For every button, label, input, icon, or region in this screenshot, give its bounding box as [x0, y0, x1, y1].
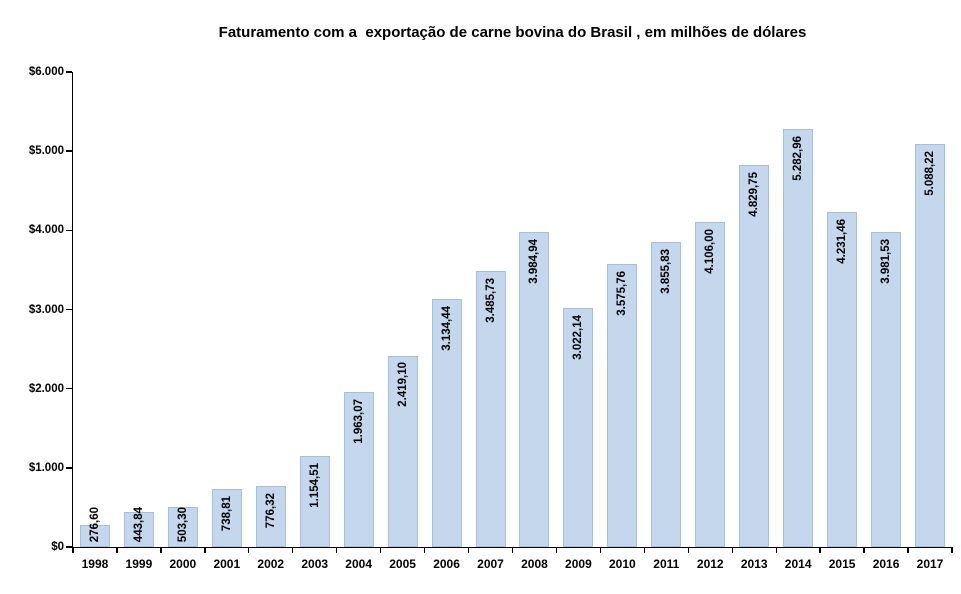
x-tick-label-2010: 2010	[609, 557, 636, 571]
bar-2010	[607, 263, 638, 547]
x-tick-label-1999: 1999	[125, 557, 153, 571]
x-tick-label-2005: 2005	[389, 557, 416, 571]
y-tick-label: $2.000	[28, 382, 64, 395]
x-tick-label-1998: 1998	[81, 557, 109, 571]
y-axis-tick	[66, 308, 72, 311]
bar-1999	[123, 511, 154, 547]
x-axis-tick	[248, 547, 250, 553]
x-axis-tick	[599, 547, 602, 553]
y-tick-label: $5.000	[28, 145, 64, 158]
bar-2017	[915, 144, 946, 547]
bar-value-label: 3.022,14	[572, 314, 585, 360]
y-tick-label: $0	[51, 541, 64, 553]
x-tick-label-2013: 2013	[740, 557, 768, 571]
x-tick-label-2001: 2001	[213, 557, 241, 571]
x-tick-label-2002: 2002	[257, 557, 285, 571]
x-tick-label-2014: 2014	[784, 557, 812, 571]
x-axis-tick	[511, 547, 514, 553]
x-axis-tick	[423, 547, 426, 553]
x-tick-label-2000: 2000	[169, 557, 197, 571]
x-axis-tick	[687, 547, 689, 553]
bar-value-label: 2.419,10	[396, 362, 409, 408]
x-axis-tick	[555, 547, 558, 553]
bar-value-label: 1.154,51	[308, 462, 321, 508]
bar-2005	[387, 355, 418, 547]
bar-value-label: 776,32	[264, 492, 277, 528]
x-axis-tick	[643, 547, 646, 553]
bar-2003	[299, 455, 330, 547]
bar-2015	[827, 212, 858, 547]
y-axis-tick	[66, 467, 72, 469]
y-tick-label: $1.000	[28, 461, 64, 474]
bar-1998	[79, 525, 110, 547]
y-axis-line	[72, 72, 74, 547]
bar-2014	[783, 128, 814, 547]
x-tick-label-2003: 2003	[301, 557, 329, 571]
bar-2002	[255, 485, 286, 547]
x-axis-tick	[160, 547, 162, 553]
x-axis-tick	[775, 547, 777, 553]
x-tick-label-2008: 2008	[521, 557, 548, 571]
x-axis-tick	[951, 547, 953, 553]
bar-value-label: 4.106,00	[704, 228, 717, 274]
bar-value-label: 4.829,75	[748, 171, 761, 217]
y-tick-label: $6.000	[28, 66, 64, 78]
bar-value-label: 276,60	[88, 507, 101, 543]
bar-value-label: 3.485,73	[484, 278, 497, 323]
bar-2007	[475, 271, 506, 547]
bar-2006	[431, 298, 462, 547]
x-tick-label-2006: 2006	[433, 557, 460, 571]
x-axis-tick	[292, 547, 294, 553]
bar-2004	[343, 391, 374, 547]
x-axis-tick	[204, 547, 206, 553]
x-axis-tick	[379, 547, 382, 553]
x-axis-tick	[863, 547, 865, 553]
x-tick-label-2017: 2017	[916, 557, 944, 571]
y-axis-tick	[66, 71, 72, 73]
plot-area: $0 $1.000 $2.000 $3.000 $4.000 $5.000 $6.000 27…	[29, 66, 953, 571]
bar-2016	[871, 231, 902, 547]
y-axis-tick	[66, 150, 72, 152]
x-axis-tick	[116, 547, 118, 553]
bar-value-label: 3.855,83	[660, 248, 673, 294]
bar-value-label: 3.984,94	[528, 238, 541, 284]
bar-2013	[739, 164, 770, 547]
bar-value-label: 4.231,46	[836, 219, 849, 264]
y-axis-tick	[66, 387, 72, 390]
bar-value-label: 3.981,53	[880, 238, 893, 284]
bar-2009	[563, 307, 594, 547]
x-axis-tick	[731, 547, 733, 553]
bar-value-label: 3.134,44	[440, 305, 453, 351]
bar-2011	[651, 241, 682, 547]
bar-2000	[167, 507, 198, 547]
bar-2008	[519, 231, 550, 547]
y-tick-label: $4.000	[28, 224, 64, 237]
bar-value-label: 5.088,22	[924, 151, 937, 196]
x-tick-label-2009: 2009	[565, 557, 592, 571]
x-axis-tick	[819, 547, 821, 553]
bar-value-label: 1.963,07	[352, 398, 365, 444]
x-tick-label-2011: 2011	[653, 557, 680, 571]
chart-title: Faturamento com a exportação de carne bo…	[218, 24, 807, 41]
x-tick-label-2012: 2012	[696, 557, 724, 571]
x-tick-label-2015: 2015	[828, 557, 856, 571]
x-axis-tick	[336, 547, 338, 553]
bar-value-label: 3.575,76	[616, 270, 629, 316]
y-axis-tick	[66, 546, 72, 548]
y-tick-label: $3.000	[28, 303, 64, 316]
bar-2012	[695, 221, 726, 547]
x-tick-label-2007: 2007	[477, 557, 504, 571]
bar-value-label: 503,30	[176, 507, 189, 543]
bar-value-label: 443,84	[132, 507, 145, 543]
y-axis-tick	[66, 229, 72, 232]
bar-2001	[211, 488, 242, 547]
x-axis-tick	[907, 547, 909, 553]
x-axis-tick	[467, 547, 470, 553]
bar-value-label: 738,81	[220, 495, 233, 531]
bar-value-label: 5.282,96	[792, 135, 805, 181]
x-tick-label-2016: 2016	[872, 557, 900, 571]
x-tick-label-2004: 2004	[345, 557, 372, 571]
x-axis-tick	[72, 547, 74, 553]
